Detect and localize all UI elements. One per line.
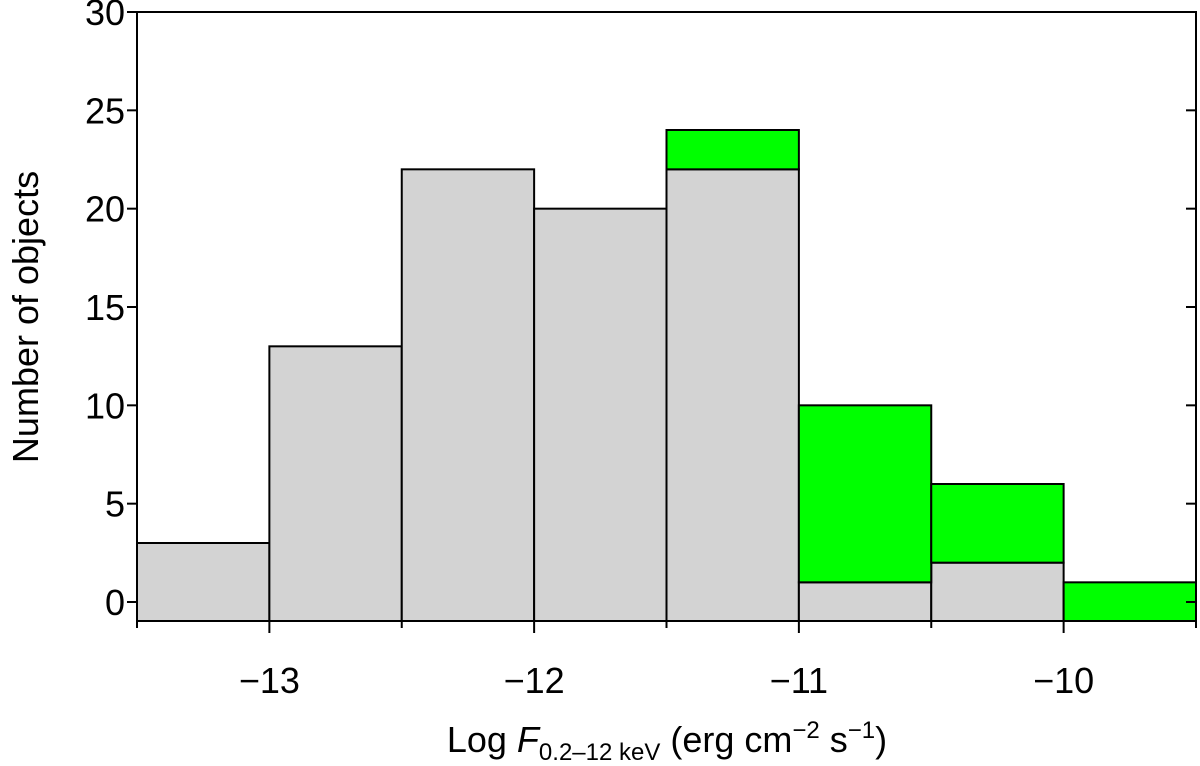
histogram-bar-s1-b5 [797,404,933,584]
y-axis-ticks: 0 5 10 15 20 25 30 [85,0,1196,623]
x-axis-label-sup-2: −1 [848,717,875,744]
x-axis-label-sup-1: −2 [792,717,819,744]
histogram-bar-s1-b4 [665,129,800,171]
x-axis-label-symbol: F [517,719,541,760]
x-axis-label-units-2: s [820,719,848,760]
histogram-bar-s1-b6 [930,483,1065,564]
x-axis-label-prefix: Log [447,719,517,760]
histogram-bars [136,129,1197,623]
histogram-bar-s0-b2 [400,168,536,622]
y-tick-label: 10 [85,385,125,426]
histogram-bar-s0-b4 [665,168,800,622]
x-tick-label: −12 [504,660,565,701]
y-tick-label: 15 [85,287,125,328]
y-tick-label: 0 [105,582,125,623]
y-tick-label: 25 [85,90,125,131]
x-tick-label: −10 [1033,660,1094,701]
x-axis-label-units-1: (erg cm [660,719,792,760]
y-tick-label: 20 [85,189,125,230]
y-tick-label: 30 [85,0,125,33]
histogram-bar-s0-b3 [533,207,668,623]
x-axis-label-units-3: ) [875,719,887,760]
x-tick-label: −11 [770,660,828,701]
x-axis-label: Log F0.2–12 keV (erg cm−2 s−1) [447,717,887,766]
histogram-bar-s1-b7 [1062,581,1197,622]
x-tick-label: −13 [239,660,300,701]
histogram-bar-s0-b5 [797,581,933,622]
histogram-bar-s0-b1 [268,345,403,622]
y-tick-label: 5 [105,484,125,525]
x-axis-label-subscript: 0.2–12 keV [539,739,660,766]
x-axis-ticks: −13 −12 −11 −10 [136,621,1197,701]
y-axis-label: Number of objects [5,171,46,463]
histogram-bar-s0-b0 [136,542,271,622]
histogram-bar-s0-b6 [930,561,1065,623]
